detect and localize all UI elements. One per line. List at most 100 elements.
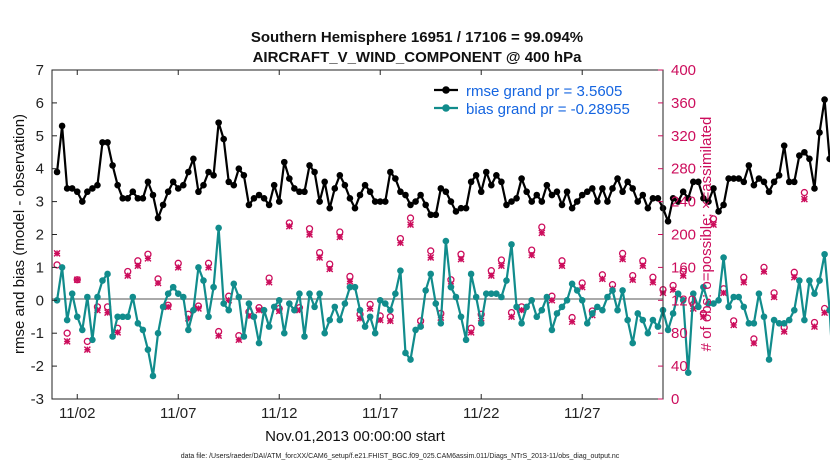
rmse-point <box>275 198 283 205</box>
bias-point <box>558 303 566 311</box>
rmse-point <box>740 178 748 186</box>
obs-assimilated-marker <box>508 313 516 321</box>
rmse-point <box>124 195 132 202</box>
rmse-point <box>427 211 435 219</box>
obs-assimilated-marker <box>184 314 192 322</box>
bias-point <box>780 320 788 327</box>
bias-point <box>543 293 551 301</box>
x-tick-label: 11/27 <box>564 405 600 422</box>
rmse-point <box>114 181 121 189</box>
x-axis: 11/02 11/07 11/12 11/17 11/22 11/27 <box>59 70 600 422</box>
bias-point <box>154 329 162 337</box>
y2-tick-label: 400 <box>671 62 696 79</box>
rmse-point <box>366 188 374 196</box>
obs-assimilated-marker <box>407 221 415 229</box>
bias-point <box>594 303 601 311</box>
bias-point <box>99 277 106 284</box>
rmse-point <box>346 195 354 202</box>
bias-point <box>770 316 778 324</box>
rmse-point <box>265 201 273 209</box>
rmse-point <box>286 175 293 182</box>
bias-point <box>169 283 177 291</box>
bias-point <box>669 310 677 317</box>
bias-point <box>599 306 606 314</box>
bias-point <box>493 290 500 298</box>
rmse-point <box>578 191 586 199</box>
bias-point <box>94 293 101 301</box>
bias-point <box>200 277 207 284</box>
rmse-point <box>790 178 798 186</box>
obs-assimilated-marker <box>649 278 657 286</box>
rmse-point <box>437 185 445 192</box>
rmse-point <box>513 195 520 202</box>
rmse-point <box>250 195 258 202</box>
obs-assimilated-marker <box>316 254 324 262</box>
rmse-point <box>715 208 722 215</box>
bias-point <box>644 329 652 337</box>
bias-point <box>578 297 586 304</box>
bias-point <box>583 320 591 327</box>
legend-bias-label: bias grand pr = -0.28955 <box>466 101 630 118</box>
bias-point <box>432 300 440 307</box>
rmse-point <box>291 185 298 192</box>
bias-point <box>412 326 419 334</box>
bias-point <box>462 336 470 344</box>
bias-point <box>280 329 288 337</box>
bias-point <box>740 303 748 311</box>
obs-assimilated-marker <box>326 265 334 273</box>
rmse-point <box>84 188 91 196</box>
obs-assimilated-marker <box>810 323 818 331</box>
y2-tick-label: 360 <box>671 95 696 112</box>
bias-point <box>488 290 495 298</box>
bias-point <box>482 290 490 298</box>
obs-assimilated-marker <box>265 278 273 286</box>
rmse-point <box>568 204 576 212</box>
rmse-point <box>770 178 778 186</box>
rmse-point <box>639 191 647 199</box>
obs-assimilated-marker <box>679 272 687 280</box>
rmse-point <box>644 204 652 212</box>
bias-point <box>801 316 808 324</box>
rmse-point <box>654 195 662 202</box>
bias-point <box>301 333 308 340</box>
rmse-point <box>215 119 222 126</box>
rmse-point <box>195 188 202 196</box>
y-tick-label: 5 <box>36 128 44 145</box>
bias-point <box>538 306 546 314</box>
bias-point <box>472 293 480 301</box>
bias-point <box>109 333 116 340</box>
obs-assimilated-marker <box>427 254 435 262</box>
rmse-point <box>301 188 308 196</box>
rmse-point <box>518 175 525 182</box>
bias-point <box>371 329 379 337</box>
obs-assimilated-marker <box>336 233 344 241</box>
rmse-point <box>674 198 682 205</box>
obs-assimilated-marker <box>780 328 788 336</box>
y-tick-label: 6 <box>36 95 44 112</box>
bias-point <box>477 320 485 327</box>
y-tick-label: 2 <box>36 227 44 244</box>
bias-point <box>73 313 81 321</box>
y2-tick-label: 120 <box>671 292 696 309</box>
rmse-point <box>523 188 530 196</box>
obs-assimilated-marker <box>285 222 293 230</box>
rmse-point <box>255 191 263 199</box>
bias-point <box>689 290 697 298</box>
rmse-point <box>119 195 126 202</box>
bias-point <box>366 313 374 321</box>
y2-tick-label: 0 <box>671 391 679 408</box>
obs-assimilated-marker <box>376 316 384 324</box>
y-tick-label: 1 <box>36 259 44 276</box>
bias-point <box>407 356 414 363</box>
bias-point <box>624 316 631 324</box>
rmse-point <box>498 178 505 186</box>
rmse-point <box>533 191 541 199</box>
rmse-point <box>139 195 147 202</box>
bias-point <box>321 329 328 337</box>
rmse-point <box>220 135 227 143</box>
rmse-point <box>109 162 116 169</box>
bias-point <box>513 303 520 311</box>
bias-point <box>720 254 727 261</box>
rmse-point <box>755 175 763 182</box>
x-tick-label: 11/12 <box>261 405 297 422</box>
